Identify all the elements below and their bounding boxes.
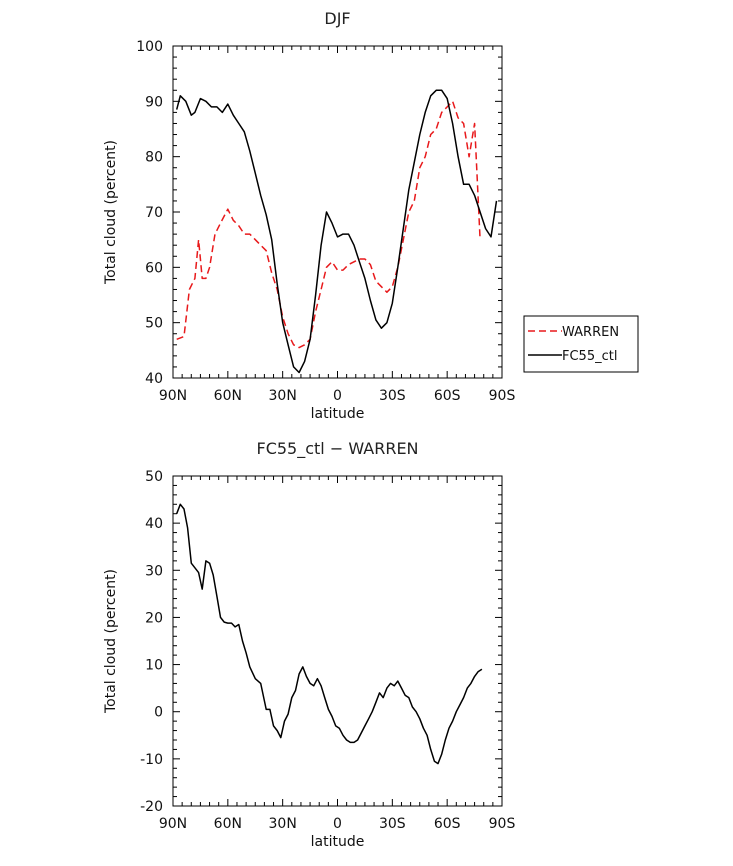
x-tick-label: 60S bbox=[434, 816, 461, 832]
y-tick-label: 70 bbox=[145, 205, 163, 221]
y-tick-label: 50 bbox=[145, 316, 163, 332]
x-tick-label: 90S bbox=[489, 816, 516, 832]
y-tick-label: 10 bbox=[145, 658, 163, 674]
plot-frame bbox=[172, 45, 503, 379]
x-axis-label: latitude bbox=[311, 406, 365, 422]
x-tick-label: 0 bbox=[333, 388, 342, 404]
y-tick-label: 0 bbox=[154, 705, 163, 721]
series-line-fc55_ctl bbox=[175, 89, 498, 374]
y-tick-label: 90 bbox=[145, 94, 163, 110]
y-tick-label: -20 bbox=[140, 799, 163, 815]
y-tick-label: 40 bbox=[145, 371, 163, 387]
y-tick-label: 80 bbox=[145, 150, 163, 166]
x-tick-label: 90N bbox=[159, 816, 187, 832]
x-tick-label: 60S bbox=[434, 388, 461, 404]
series-line-difference bbox=[175, 503, 483, 765]
series-line-warren bbox=[176, 100, 481, 349]
y-tick-label: 30 bbox=[145, 563, 163, 579]
x-tick-label: 0 bbox=[333, 816, 342, 832]
legend-box bbox=[523, 315, 639, 373]
x-tick-label: 90S bbox=[489, 388, 516, 404]
plot-frame bbox=[172, 475, 503, 807]
y-tick-label: 20 bbox=[145, 610, 163, 626]
x-tick-label: 90N bbox=[159, 388, 187, 404]
chart-title: FC55_ctl − WARREN bbox=[256, 439, 418, 459]
x-tick-label: 30S bbox=[379, 388, 406, 404]
y-tick-label: 50 bbox=[145, 469, 163, 485]
chart-title: DJF bbox=[324, 9, 350, 28]
legend-label-warren: WARREN bbox=[562, 325, 619, 340]
y-tick-label: 60 bbox=[145, 260, 163, 276]
x-tick-label: 60N bbox=[214, 816, 242, 832]
legend-label-fc55_ctl: FC55_ctl bbox=[562, 349, 617, 364]
top-panel-djf: DJF 90N 60N 30N 0 30S 60S 90S 40 50 60 70 80 90 100 lat… bbox=[103, 9, 639, 422]
y-axis-label: Total cloud (percent) bbox=[103, 140, 119, 285]
y-tick-label: 40 bbox=[145, 516, 163, 532]
x-tick-label: 30S bbox=[379, 816, 406, 832]
x-tick-label: 60N bbox=[214, 388, 242, 404]
y-axis-label: Total cloud (percent) bbox=[103, 569, 119, 714]
x-tick-label: 30N bbox=[269, 816, 297, 832]
y-tick-label: 100 bbox=[136, 39, 163, 55]
x-axis-label: latitude bbox=[311, 834, 365, 850]
bottom-panel-difference: FC55_ctl − WARREN 90N 60N 30N 0 30S 60S 90S -20 -… bbox=[103, 439, 515, 850]
y-tick-label: -10 bbox=[140, 752, 163, 768]
x-tick-label: 30N bbox=[269, 388, 297, 404]
